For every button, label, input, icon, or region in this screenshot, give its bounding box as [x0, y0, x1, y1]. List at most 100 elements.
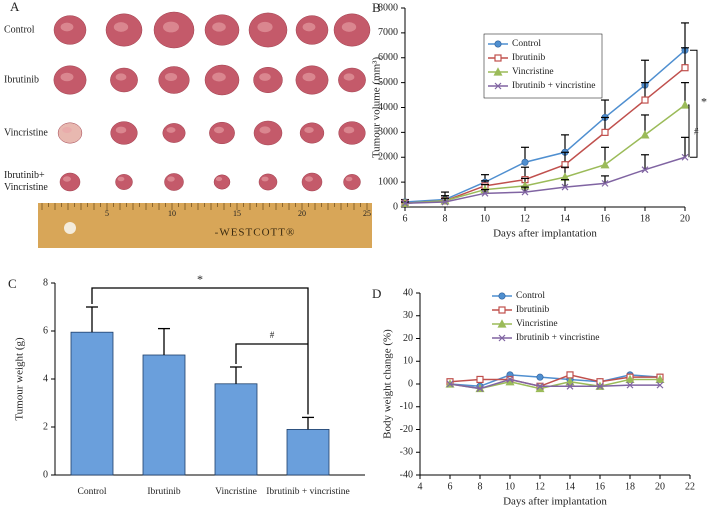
- tumour: [209, 121, 235, 145]
- y-tick-label: 3000: [378, 127, 398, 138]
- marker-stroke: [441, 198, 449, 206]
- marker-stroke: [494, 82, 502, 90]
- tumour-highlight: [259, 73, 271, 81]
- marker-stroke: [536, 382, 544, 390]
- x-tick-label: 20: [680, 213, 690, 224]
- y-tick-label: -10: [400, 401, 413, 412]
- tumour: [115, 174, 133, 190]
- marker-stroke: [561, 183, 569, 191]
- ruler-number: 10: [168, 209, 176, 218]
- marker: [476, 375, 484, 384]
- legend-label: Ibrutinib + vincristine: [516, 333, 599, 343]
- x-tick-label: 4: [418, 481, 423, 492]
- tumour: [343, 174, 361, 190]
- y-tick-label: 10: [403, 356, 413, 367]
- error-bar: [86, 306, 98, 333]
- marker: [446, 380, 454, 388]
- bar: [70, 331, 114, 476]
- error-bar: [230, 366, 242, 384]
- tumour-highlight: [115, 126, 127, 134]
- marker: [497, 319, 507, 328]
- annotation: *: [197, 272, 203, 286]
- tumour-highlight: [304, 126, 314, 134]
- marker: [521, 158, 529, 166]
- y-tick-label: 40: [403, 287, 413, 298]
- legend-label: Control: [516, 291, 545, 301]
- row-label-line: Ibrutinib+: [4, 170, 45, 181]
- marker: [641, 96, 649, 104]
- y-tick-label: -40: [400, 469, 413, 480]
- x-tick-label: 10: [505, 481, 515, 492]
- marker: [498, 292, 506, 300]
- bracket: [688, 104, 690, 158]
- x-tick-label: 16: [600, 213, 610, 224]
- tumour-highlight: [212, 22, 226, 32]
- ruler-number: 15: [233, 209, 241, 218]
- marker: [494, 40, 502, 48]
- tumour-highlight: [305, 176, 313, 182]
- marker: [506, 376, 514, 383]
- y-tick-label: 30: [403, 310, 413, 321]
- legend-label: Control: [512, 39, 541, 49]
- tumour-highlight: [166, 127, 176, 133]
- marker-stroke: [656, 381, 664, 389]
- x-axis-label: Days after implantation: [493, 228, 597, 240]
- marker: [521, 188, 529, 196]
- error-bar: [302, 416, 314, 430]
- marker-stroke: [401, 199, 409, 207]
- y-tick-label: 1000: [378, 176, 398, 187]
- x-tick-label: 18: [625, 481, 635, 492]
- ruler: [38, 203, 372, 248]
- marker: [601, 179, 609, 187]
- legend-label: Ibrutinib + vincristine: [512, 81, 595, 91]
- legend-label: Vincristine: [512, 67, 554, 77]
- marker-stroke: [681, 153, 689, 161]
- marker: [680, 100, 690, 109]
- legend-label: Ibrutinib: [516, 305, 549, 315]
- y-tick-label: 7000: [378, 27, 398, 38]
- x-tick-label: 20: [655, 481, 665, 492]
- ruler-number: 25: [363, 209, 371, 218]
- y-tick-label: 0: [43, 469, 48, 480]
- x-tick-label: 6: [448, 481, 453, 492]
- y-tick-label: 0: [393, 201, 398, 212]
- ruler-hole: [64, 222, 76, 234]
- y-axis-label: Tumour volume (mm³): [371, 57, 383, 159]
- error-bar: [158, 327, 170, 355]
- marker: [655, 374, 665, 384]
- marker: [566, 382, 574, 390]
- y-tick-label: 2000: [378, 152, 398, 163]
- legend-label: Vincristine: [516, 319, 558, 329]
- panel-label: C: [8, 276, 17, 291]
- ruler-number: 5: [105, 209, 109, 218]
- y-tick-label: 8000: [378, 2, 398, 13]
- tumour-highlight: [60, 22, 74, 32]
- x-tick-label: Ibrutinib: [147, 487, 180, 497]
- y-axis-label: Body weight change (%): [382, 329, 394, 439]
- series-line: [449, 374, 661, 388]
- x-tick-label: 14: [565, 481, 575, 492]
- marker-stroke: [481, 189, 489, 197]
- error-bar: [561, 179, 569, 188]
- tumour-highlight: [257, 21, 273, 33]
- y-tick-label: 4: [43, 373, 48, 384]
- x-tick-label: 14: [560, 213, 570, 224]
- x-axis-label: Days after implantation: [503, 496, 607, 508]
- marker: [565, 376, 575, 386]
- marker-stroke: [626, 381, 634, 389]
- tumour: [258, 173, 278, 191]
- error-bar: [641, 59, 649, 86]
- tumour: [299, 122, 325, 144]
- marker: [681, 153, 689, 161]
- y-tick-label: 2: [43, 421, 48, 432]
- marker-stroke: [641, 166, 649, 174]
- bar: [286, 428, 330, 476]
- tumour-highlight: [113, 22, 129, 32]
- bracket: [91, 287, 309, 415]
- tumour-highlight: [302, 72, 316, 82]
- marker: [494, 54, 502, 62]
- marker: [536, 382, 544, 390]
- tumour-highlight: [164, 72, 178, 82]
- x-tick-label: Ibrutinib + vincristine: [266, 487, 349, 497]
